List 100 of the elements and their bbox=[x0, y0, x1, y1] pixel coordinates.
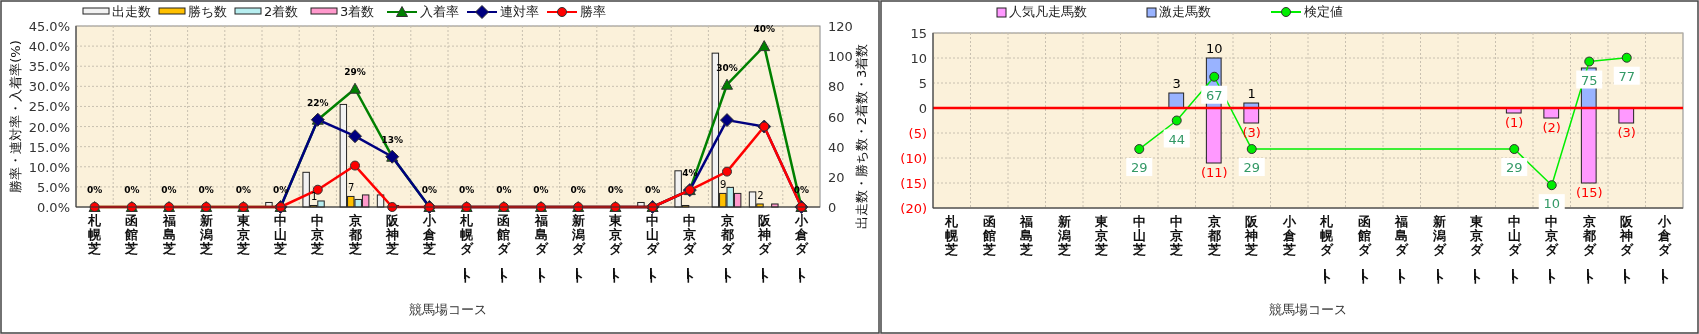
x-tick-label: 札幌ダート bbox=[457, 213, 475, 284]
data-label: 29 bbox=[1130, 160, 1148, 176]
y-tick-label: 10.0% bbox=[28, 159, 70, 175]
x-tick-label: 函館芝 bbox=[981, 214, 996, 257]
data-label: 10 bbox=[1205, 41, 1223, 56]
x-tick-label: 函館芝 bbox=[124, 213, 139, 256]
data-label: 1 bbox=[310, 191, 318, 203]
x-tick-label: 阪神芝 bbox=[1244, 214, 1260, 257]
x-axis-title: 競馬場コース bbox=[1269, 302, 1347, 317]
y-tick-label: (20) bbox=[900, 201, 927, 216]
data-label: 9 bbox=[720, 179, 727, 191]
x-tick-label: 阪神ダート bbox=[1617, 214, 1635, 285]
data-label: (3) bbox=[1242, 125, 1261, 140]
data-label: (2) bbox=[1542, 120, 1561, 135]
y2-tick-label: 120 bbox=[828, 19, 853, 34]
y-axis-title: 勝率・連対率・入着率(%) bbox=[8, 40, 23, 193]
x-tick-label: 京都芝 bbox=[1206, 214, 1221, 257]
y-tick-label: 5.0% bbox=[36, 179, 70, 195]
data-label: 29 bbox=[1505, 160, 1523, 176]
data-label: 0% bbox=[533, 185, 549, 195]
y2-tick-label: 60 bbox=[828, 109, 845, 125]
data-label: (1) bbox=[1505, 115, 1524, 130]
y2-tick-label: 100 bbox=[828, 49, 853, 65]
x-tick-label: 京都ダート bbox=[1579, 214, 1597, 285]
x-tick-label: 中山ダート bbox=[1504, 214, 1522, 285]
x-tick-label: 福島ダート bbox=[1392, 214, 1410, 285]
data-label: 75 bbox=[1580, 72, 1598, 88]
data-label: 10 bbox=[1543, 196, 1561, 212]
x-tick-label: 京都芝 bbox=[347, 213, 362, 256]
data-label: 0% bbox=[496, 185, 512, 195]
x-tick-label: 中京ダート bbox=[680, 213, 698, 284]
legend-label: 出走数 bbox=[112, 4, 151, 19]
data-label: 67 bbox=[1205, 87, 1223, 103]
legend-label: 人気凡走馬数 bbox=[1009, 4, 1087, 19]
x-tick-label: 小倉ダート bbox=[791, 213, 809, 284]
x-tick-label: 中山芝 bbox=[1131, 214, 1146, 257]
y-tick-label: 15 bbox=[910, 26, 927, 41]
legend-label: 激走馬数 bbox=[1159, 4, 1211, 19]
data-label: 44 bbox=[1168, 131, 1186, 147]
x-tick-label: 新潟芝 bbox=[198, 213, 213, 256]
x-tick-label: 京都ダート bbox=[717, 213, 735, 284]
x-tick-label: 函館ダート bbox=[494, 213, 512, 284]
data-label: 0% bbox=[607, 185, 624, 195]
y-tick-label: 10 bbox=[910, 51, 927, 66]
y-tick-label: (15) bbox=[900, 176, 927, 191]
y-tick-label: 20.0% bbox=[28, 119, 70, 135]
x-tick-label: 中山ダート bbox=[643, 213, 661, 284]
y-tick-label: 45.0% bbox=[28, 19, 70, 34]
legend-label: 2着数 bbox=[264, 4, 299, 19]
data-label: 1 bbox=[1247, 86, 1256, 101]
x-tick-label: 小倉芝 bbox=[1281, 214, 1297, 257]
x-axis-title: 競馬場コース bbox=[409, 302, 487, 317]
y-tick-label: 35.0% bbox=[28, 59, 70, 75]
legend-label: 勝率 bbox=[580, 4, 606, 19]
y-tick-label: 5 bbox=[918, 76, 927, 91]
data-label: 3 bbox=[1172, 76, 1181, 91]
data-label: 7 bbox=[348, 182, 355, 194]
legend-label: 検定値 bbox=[1304, 4, 1343, 19]
data-label: 29 bbox=[1243, 160, 1261, 176]
data-label: 0% bbox=[458, 185, 475, 195]
x-tick-label: 福島芝 bbox=[161, 213, 176, 256]
data-label: (15) bbox=[1575, 185, 1603, 200]
x-tick-label: 小倉芝 bbox=[421, 213, 437, 256]
x-tick-label: 福島芝 bbox=[1019, 214, 1034, 257]
x-tick-label: 小倉ダート bbox=[1654, 214, 1672, 285]
x-tick-label: 福島ダート bbox=[531, 213, 549, 284]
legend-label: 入着率 bbox=[420, 4, 459, 19]
legend-label: 勝ち数 bbox=[188, 4, 227, 19]
x-tick-label: 新潟芝 bbox=[1056, 214, 1071, 257]
legend-label: 連対率 bbox=[500, 4, 539, 19]
data-label: 40% bbox=[753, 24, 775, 35]
x-tick-label: 函館ダート bbox=[1354, 214, 1372, 285]
data-label: 0% bbox=[644, 185, 661, 195]
x-tick-label: 阪神芝 bbox=[384, 213, 400, 256]
data-label: 0% bbox=[235, 185, 252, 195]
x-tick-label: 札幌ダート bbox=[1317, 214, 1335, 285]
x-tick-label: 東京ダート bbox=[1467, 214, 1485, 285]
legend-label: 3着数 bbox=[340, 4, 375, 19]
y-tick-label: 30.0% bbox=[28, 79, 70, 95]
data-label: 0% bbox=[198, 185, 214, 195]
x-tick-label: 札幌芝 bbox=[944, 214, 960, 257]
y-tick-label: 40.0% bbox=[28, 39, 70, 55]
x-tick-label: 東京芝 bbox=[1094, 214, 1110, 257]
x-tick-label: 中京ダート bbox=[1542, 214, 1560, 285]
y-tick-label: (5) bbox=[908, 126, 927, 141]
x-tick-label: 東京ダート bbox=[605, 213, 623, 284]
y-tick-label: 15.0% bbox=[28, 139, 70, 155]
y2-tick-label: 40 bbox=[828, 139, 845, 155]
data-label: 0% bbox=[161, 185, 177, 195]
x-tick-label: 札幌芝 bbox=[87, 213, 103, 256]
y2-tick-label: 80 bbox=[828, 79, 845, 95]
data-label: 29% bbox=[344, 66, 366, 77]
x-tick-label: 阪神ダート bbox=[754, 213, 772, 284]
data-label: (11) bbox=[1200, 165, 1228, 180]
x-tick-label: 中京芝 bbox=[1169, 214, 1184, 257]
x-tick-label: 東京芝 bbox=[235, 213, 251, 256]
y-tick-label: 0.0% bbox=[36, 200, 70, 215]
data-label: 0% bbox=[124, 185, 140, 195]
y2-axis-title: 出走数・勝ち数・2着数・3着数 bbox=[854, 43, 869, 230]
data-label: 0% bbox=[570, 185, 586, 195]
